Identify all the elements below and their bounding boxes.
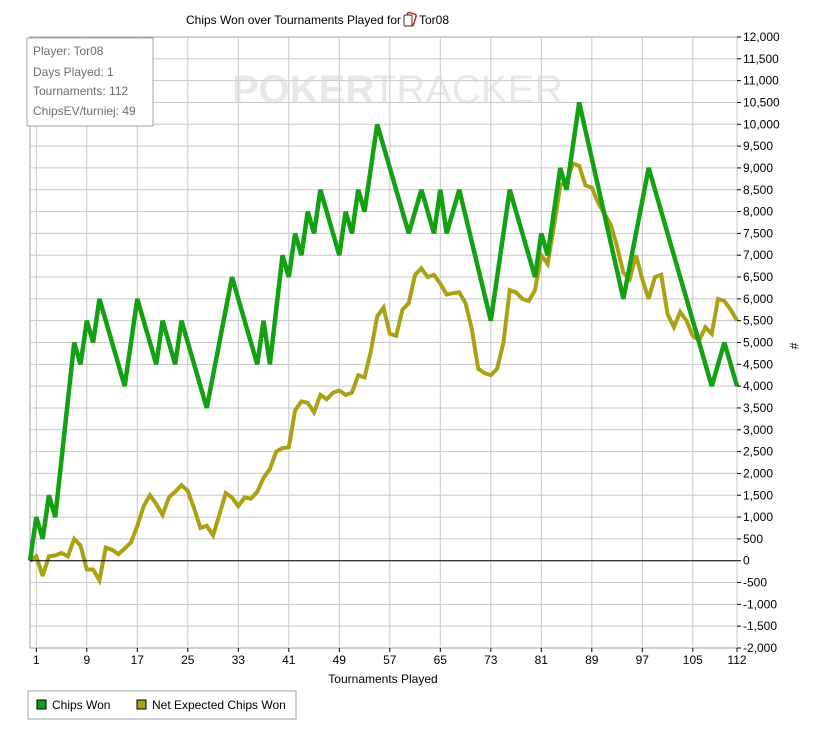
y-tick-label: 4,000 [743, 379, 773, 393]
x-tick-label: 73 [484, 653, 498, 667]
info-days-played: Days Played: 1 [33, 65, 114, 79]
net-expected-chips-won-line [28, 161, 739, 586]
info-player: Player: Tor08 [33, 44, 104, 58]
x-tick-label: 112 [727, 653, 746, 667]
y-tick-label: 2,000 [743, 466, 773, 480]
x-axis-label: Tournaments Played [328, 672, 437, 686]
legend-item-net-expected[interactable]: Net Expected Chips Won [136, 698, 286, 712]
y-tick-label: 1,000 [743, 510, 773, 524]
axes: -2,000 -1,500 -1,000 -500 0 500 1,000 1,500 2,00… [30, 30, 780, 667]
x-tick-label: 41 [282, 653, 296, 667]
y-tick-label: 7,500 [743, 226, 773, 240]
y-tick-label: 9,000 [743, 161, 773, 175]
legend-label-net-expected: Net Expected Chips Won [152, 698, 286, 712]
legend-item-chips-won[interactable]: Chips Won [36, 698, 110, 712]
x-tick-label: 17 [131, 653, 145, 667]
x-tick-label: 57 [383, 653, 397, 667]
y-tick-label: 6,000 [743, 292, 773, 306]
x-tick-label: 25 [181, 653, 195, 667]
legend: Chips Won Net Expected Chips Won [27, 690, 297, 720]
info-tournaments: Tournaments: 112 [33, 84, 128, 98]
x-tick-label: 105 [683, 653, 703, 667]
legend-label-chips-won: Chips Won [52, 698, 110, 712]
watermark-logo: POKER [232, 68, 374, 112]
y-tick-label: 5,500 [743, 314, 773, 328]
y-tick-label: 4,500 [743, 357, 773, 371]
legend-swatch-chips-won [36, 699, 47, 710]
y-tick-label: 3,000 [743, 423, 773, 437]
x-tick-label: 9 [83, 653, 90, 667]
y-tick-label: 500 [743, 532, 763, 546]
x-tick-label: 65 [434, 653, 448, 667]
x-tick-label: 81 [535, 653, 549, 667]
x-tick-label: 97 [636, 653, 650, 667]
y-tick-label: -1,000 [743, 597, 777, 611]
y-tick-label: 9,500 [743, 139, 773, 153]
y-tick-label: 11,000 [743, 74, 779, 88]
y-tick-label: 12,000 [743, 30, 780, 44]
y-tick-label: 10,500 [743, 95, 780, 109]
legend-swatch-net-expected [136, 699, 147, 710]
card-icon [403, 11, 417, 27]
chart-title-player: Tor08 [419, 13, 449, 27]
x-tick-label: 49 [333, 653, 347, 667]
y-tick-label: 1,500 [743, 488, 773, 502]
info-box: Player: Tor08 Days Played: 1 Tournaments… [26, 37, 154, 127]
series-lines [27, 101, 740, 586]
y-tick-label: -1,500 [743, 619, 777, 633]
y-axis-label: # [787, 343, 801, 350]
chips-won-line [27, 101, 740, 562]
info-chipsev: ChipsEV/turniej: 49 [33, 104, 136, 118]
y-tick-label: 10,000 [743, 117, 780, 131]
y-tick-label: 11,500 [743, 52, 779, 66]
x-tick-label: 33 [232, 653, 246, 667]
y-tick-label: 5,000 [743, 336, 773, 350]
y-tick-label: 2,500 [743, 445, 773, 459]
y-tick-label: 8,500 [743, 183, 773, 197]
x-tick-label: 1 [33, 653, 40, 667]
watermark-logo-secondary: TRACKER [372, 68, 563, 112]
y-tick-label: 7,000 [743, 248, 773, 262]
y-tick-label: -2,000 [743, 641, 777, 655]
y-tick-label: 8,000 [743, 205, 773, 219]
y-tick-label: -500 [743, 576, 767, 590]
y-tick-label: 3,500 [743, 401, 773, 415]
chart-title: Chips Won over Tournaments Played for [186, 13, 401, 27]
y-tick-label: 0 [743, 554, 750, 568]
x-tick-label: 89 [585, 653, 599, 667]
y-tick-label: 6,500 [743, 270, 773, 284]
